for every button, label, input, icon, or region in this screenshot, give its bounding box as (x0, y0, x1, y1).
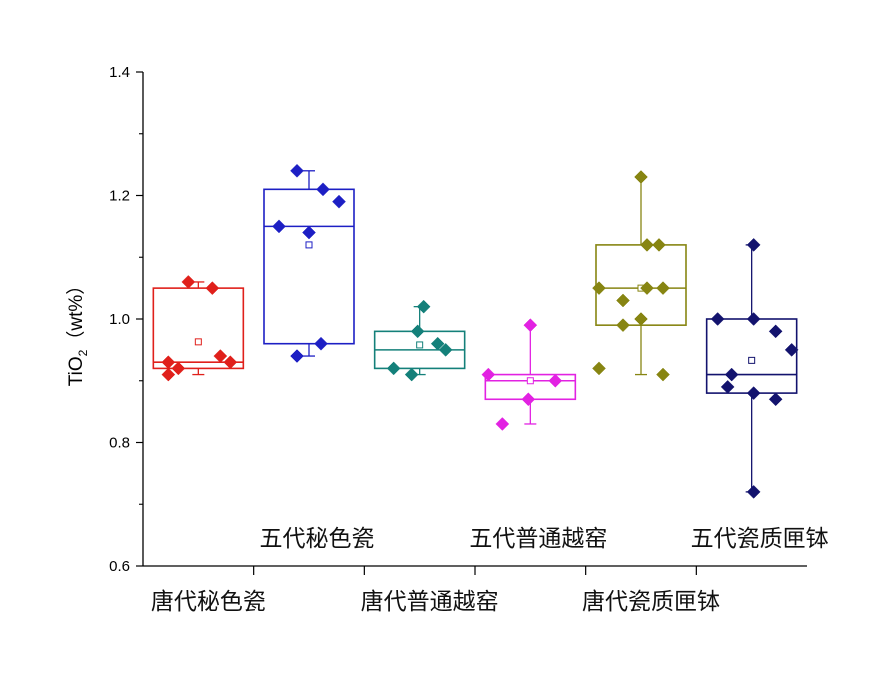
box-group-6 (705, 238, 799, 499)
data-point (213, 349, 228, 363)
data-point (316, 182, 330, 197)
category-label: 唐代秘色瓷 (151, 589, 266, 615)
data-point (656, 367, 670, 382)
data-point (171, 361, 186, 376)
data-point (404, 367, 419, 382)
mean-marker (305, 241, 313, 249)
box-group-1 (152, 275, 245, 382)
box-group-4 (481, 318, 577, 431)
data-point (272, 219, 286, 234)
data-point (430, 336, 445, 351)
data-point (495, 417, 510, 431)
data-point (548, 373, 563, 388)
data-point (634, 312, 648, 326)
y-tick-label: 1.4 (109, 64, 130, 81)
mean-marker (416, 341, 424, 349)
data-point (652, 238, 666, 252)
data-point (746, 312, 761, 326)
data-point (290, 163, 304, 178)
data-point (302, 225, 316, 240)
category-label: 唐代瓷质匣钵 (582, 589, 720, 615)
box-group-3 (373, 299, 466, 382)
axes: 0.6 0.8 1.0 1.2 1.4 TiO2（wt%） (65, 64, 807, 575)
data-point (746, 485, 761, 499)
data-point (205, 281, 220, 295)
data-point (784, 343, 799, 357)
data-point (616, 293, 630, 308)
data-point (746, 238, 761, 252)
data-point (640, 238, 654, 252)
data-point (616, 318, 630, 333)
mean-marker (526, 377, 534, 385)
category-label: 五代秘色瓷 (260, 526, 375, 552)
y-tick-label: 1.2 (109, 188, 130, 205)
data-point (640, 281, 654, 295)
box-group-2 (263, 163, 355, 363)
box (152, 287, 245, 370)
data-point (181, 275, 196, 289)
data-point (161, 367, 176, 382)
data-point (768, 324, 783, 339)
data-point (634, 170, 648, 184)
mean-marker (194, 338, 202, 346)
data-point (592, 281, 606, 295)
data-point (656, 281, 670, 295)
data-point (720, 380, 735, 394)
data-point (523, 318, 538, 333)
data-point (332, 194, 346, 209)
data-point (521, 392, 536, 407)
data-point (438, 343, 453, 357)
data-point (746, 386, 761, 400)
category-label: 五代瓷质匣钵 (691, 526, 829, 552)
data-point (386, 361, 401, 376)
data-point (592, 361, 606, 376)
data-point (314, 336, 328, 351)
y-tick-label: 0.6 (109, 558, 130, 575)
y-tick-label: 1.0 (109, 311, 130, 328)
box (263, 188, 355, 345)
data-point (481, 367, 496, 382)
data-point (410, 324, 425, 339)
y-tick-label: 0.8 (109, 435, 130, 452)
data-point (223, 355, 238, 370)
mean-marker (748, 356, 756, 364)
data-point (768, 392, 783, 407)
box-group-5 (592, 170, 687, 382)
category-label: 五代普通越窑 (469, 526, 607, 552)
data-point (161, 355, 176, 370)
box (705, 318, 798, 394)
data-point (724, 367, 739, 382)
data-point (416, 299, 431, 314)
plot-area (152, 163, 799, 499)
data-point (710, 312, 725, 326)
y-axis-title: TiO2（wt%） (65, 276, 90, 387)
data-point (290, 349, 304, 363)
category-label: 唐代普通越窑 (361, 589, 499, 615)
